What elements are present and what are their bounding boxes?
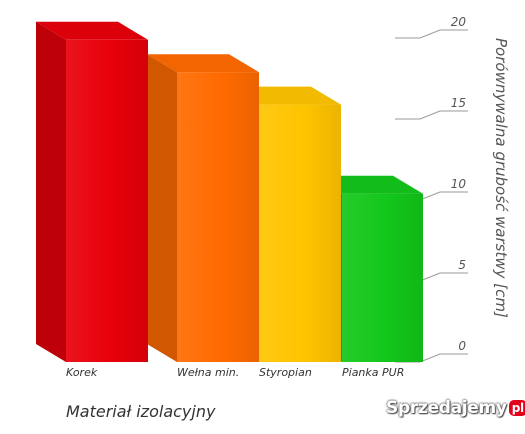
bar-front-face xyxy=(342,193,423,362)
y-tick-label: 10 xyxy=(451,177,467,191)
gridline xyxy=(395,29,468,39)
x-tick-label: Wełna min. xyxy=(177,366,239,379)
y-tick-label: 20 xyxy=(451,15,467,29)
bar-front-face xyxy=(259,104,341,362)
bar-front-face xyxy=(177,72,259,362)
bar-side-face xyxy=(36,21,66,363)
x-tick-label: Pianka PUR xyxy=(342,366,404,379)
x-axis-title: Materiał izolacyjny xyxy=(66,402,216,421)
gridline xyxy=(395,110,468,120)
x-tick-label: Korek xyxy=(66,366,98,379)
bar xyxy=(36,21,148,363)
y-tick-label: 15 xyxy=(451,96,466,110)
watermark-badge: pl xyxy=(508,400,525,416)
bar-side-face xyxy=(147,54,177,362)
y-axis-ticks: 0 5 10 15 20 xyxy=(451,15,467,353)
bar xyxy=(147,54,259,362)
x-axis-categories: Korek Wełna min. Styropian Pianka PUR xyxy=(66,366,404,379)
y-axis-title: Porównywalna grubość warstwy [cm] xyxy=(492,38,510,318)
x-tick-label: Styropian xyxy=(259,366,312,379)
bars xyxy=(36,21,423,363)
bar-front-face xyxy=(66,39,148,363)
watermark-brand: Sprzedajemy xyxy=(386,398,507,418)
bar-top-face xyxy=(147,54,259,73)
y-tick-label: 5 xyxy=(458,258,466,272)
watermark-logo: Sprzedajemy pl xyxy=(386,392,525,424)
y-tick-label: 0 xyxy=(458,339,466,353)
bar-top-face xyxy=(36,21,148,40)
